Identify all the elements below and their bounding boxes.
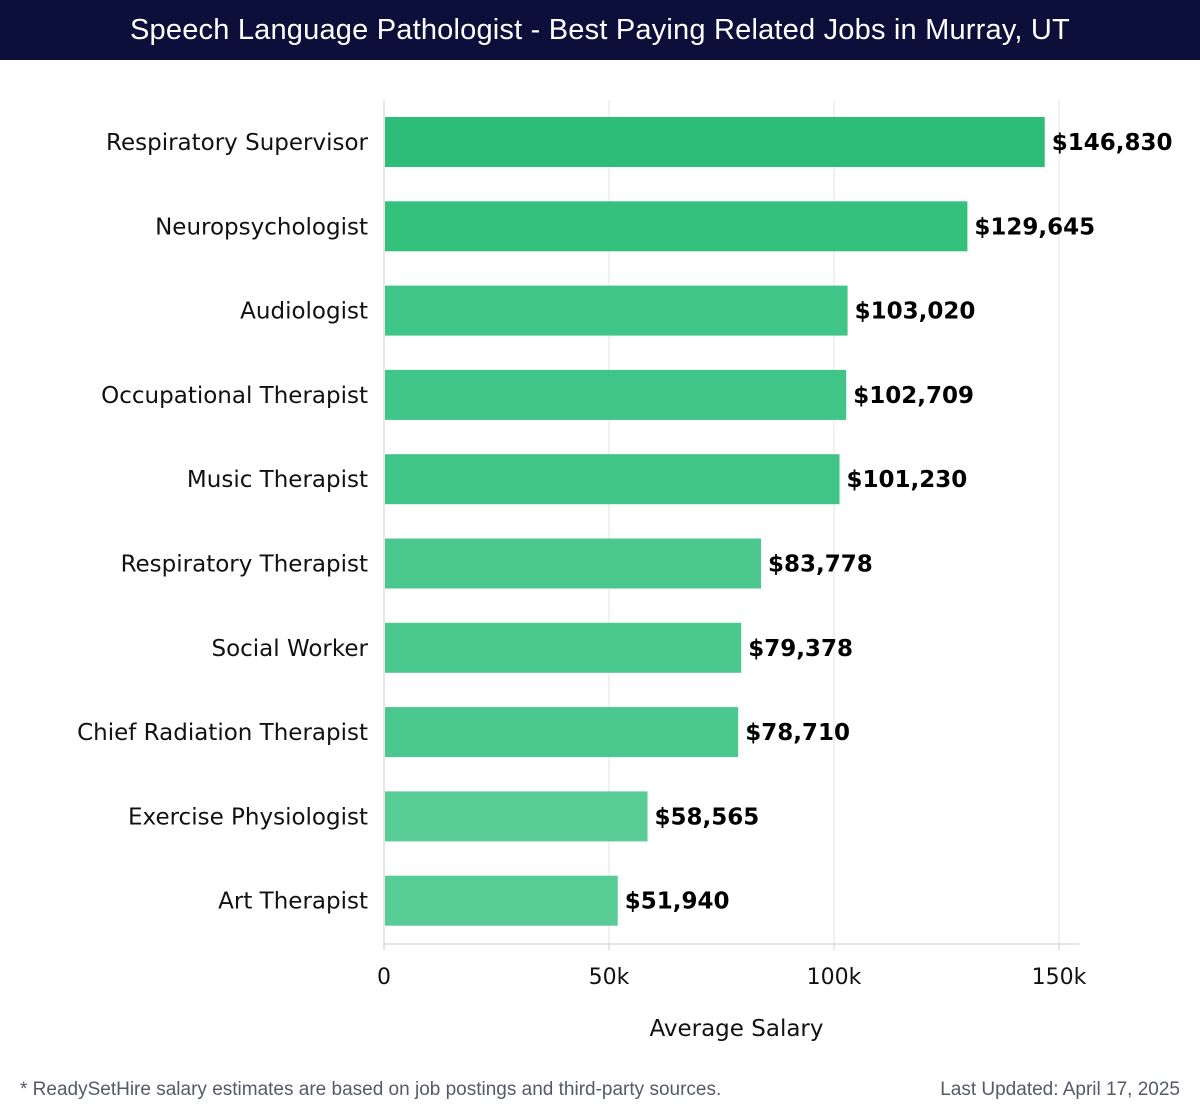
bar xyxy=(385,454,840,505)
bar xyxy=(385,117,1045,167)
chart-title: Speech Language Pathologist - Best Payin… xyxy=(0,0,1200,60)
value-label: $79,378 xyxy=(748,636,853,662)
x-tick-label: 0 xyxy=(377,965,391,990)
value-label: $78,710 xyxy=(745,720,850,746)
last-updated: Last Updated: April 17, 2025 xyxy=(940,1079,1180,1100)
footer-note: * ReadySetHire salary estimates are base… xyxy=(20,1079,722,1100)
value-label: $102,709 xyxy=(853,383,974,409)
category-label: Respiratory Supervisor xyxy=(106,130,369,156)
bar xyxy=(385,875,618,926)
value-label: $129,645 xyxy=(974,214,1095,240)
x-tick-label: 100k xyxy=(807,965,862,990)
x-tick-label: 50k xyxy=(589,965,630,990)
category-label: Chief Radiation Therapist xyxy=(77,720,368,746)
value-label: $101,230 xyxy=(847,467,968,493)
bar xyxy=(385,285,848,336)
category-label: Neuropsychologist xyxy=(155,214,368,240)
bar xyxy=(385,201,968,252)
bar xyxy=(385,622,742,673)
category-label: Occupational Therapist xyxy=(101,383,368,409)
value-label: $146,830 xyxy=(1052,130,1173,156)
bar xyxy=(385,369,847,420)
bar xyxy=(385,538,762,589)
category-label: Exercise Physiologist xyxy=(128,804,368,830)
value-label: $51,940 xyxy=(625,889,730,915)
category-label: Audiologist xyxy=(240,299,368,325)
value-label: $103,020 xyxy=(855,299,976,325)
x-axis-label: Average Salary xyxy=(649,1016,823,1042)
category-label: Social Worker xyxy=(211,636,368,662)
value-label: $58,565 xyxy=(655,804,760,830)
category-label: Music Therapist xyxy=(187,467,368,493)
bar xyxy=(385,707,739,758)
bar xyxy=(385,791,648,842)
category-label: Respiratory Therapist xyxy=(121,552,368,578)
category-label: Art Therapist xyxy=(218,889,368,915)
x-tick-label: 150k xyxy=(1032,965,1087,990)
value-label: $83,778 xyxy=(768,552,873,578)
